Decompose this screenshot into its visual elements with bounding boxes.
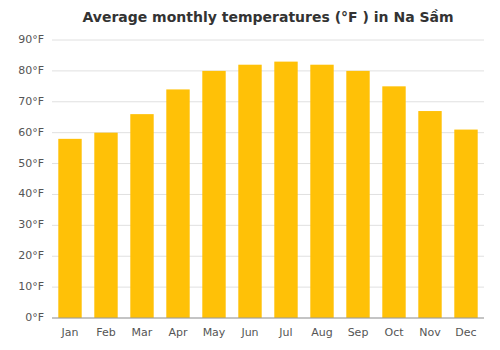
x-tick-label: Jan [61, 326, 79, 339]
bar [454, 130, 477, 318]
grid [52, 40, 484, 318]
x-tick-label: Nov [419, 326, 441, 339]
x-tick-label: Mar [132, 326, 153, 339]
y-tick-label: 90°F [18, 33, 44, 46]
x-tick-label: Apr [168, 326, 188, 339]
x-tick-labels: Jan Feb Mar Apr May Jun Jul Aug Sep Oct Nov Dec [61, 326, 477, 339]
bar [94, 133, 117, 318]
bar [274, 62, 297, 318]
y-tick-label: 10°F [18, 280, 44, 293]
bar [346, 71, 369, 318]
x-tick-label: Jul [278, 326, 292, 339]
x-tick-label: Dec [455, 326, 476, 339]
bar [130, 114, 153, 318]
y-tick-labels: 0°F 10°F 20°F 30°F 40°F 50°F 60°F 70°F 80°F 90°F [18, 33, 44, 324]
chart-svg: 0°F 10°F 20°F 30°F 40°F 50°F 60°F 70°F 80°F 90°F J… [0, 0, 500, 350]
x-tick-label: Feb [96, 326, 115, 339]
x-axis-line [52, 318, 484, 319]
bars [58, 62, 477, 318]
x-tick-label: Oct [384, 326, 404, 339]
y-tick-label: 60°F [18, 126, 44, 139]
y-tick-label: 80°F [18, 64, 44, 77]
grid-line [52, 40, 484, 41]
bar [310, 65, 333, 318]
y-tick-label: 50°F [18, 157, 44, 170]
y-tick-label: 0°F [25, 311, 44, 324]
y-tick-label: 20°F [18, 249, 44, 262]
y-tick-label: 40°F [18, 187, 44, 200]
chart-container: 0°F 10°F 20°F 30°F 40°F 50°F 60°F 70°F 80°F 90°F J… [0, 0, 500, 350]
bar [382, 86, 405, 318]
y-tick-label: 70°F [18, 95, 44, 108]
x-tick-label: Jun [240, 326, 258, 339]
bar [418, 111, 441, 318]
x-tick-label: May [203, 326, 226, 339]
y-tick-label: 30°F [18, 218, 44, 231]
grid-line [52, 101, 484, 102]
bar [58, 139, 81, 318]
grid-line [52, 70, 484, 71]
bar [238, 65, 261, 318]
chart-title: Average monthly temperatures (°F ) in Na… [82, 9, 453, 25]
bar [166, 89, 189, 318]
bar [202, 71, 225, 318]
x-tick-label: Sep [348, 326, 369, 339]
x-tick-label: Aug [311, 326, 332, 339]
grid-line [52, 318, 484, 319]
